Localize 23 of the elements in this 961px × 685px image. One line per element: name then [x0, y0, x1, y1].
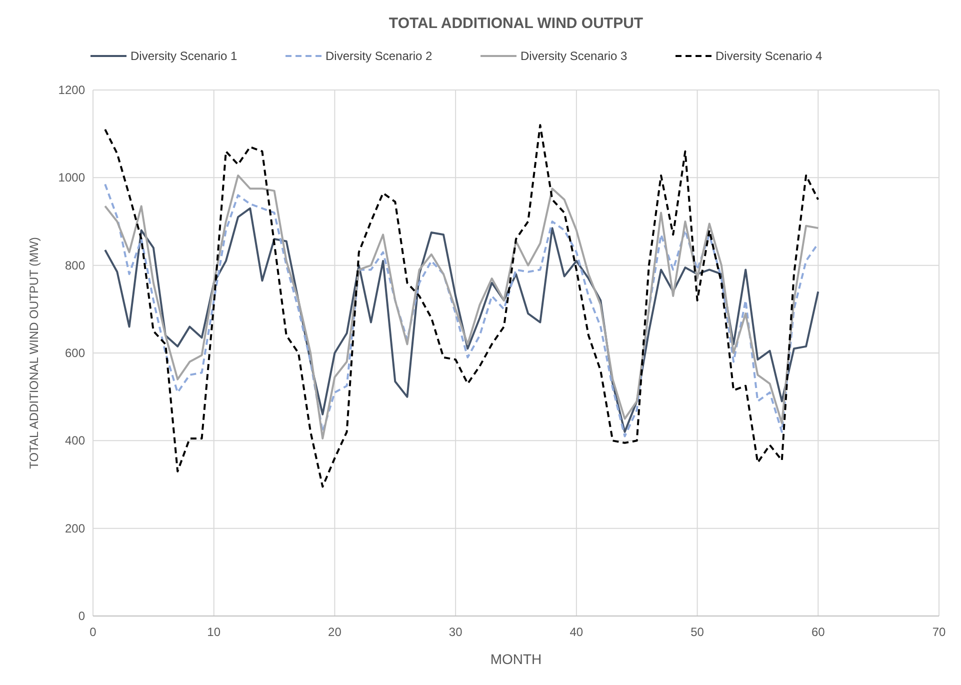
y-tick-label: 400 — [64, 434, 86, 448]
line-series — [104, 124, 820, 488]
legend-label: Diversity Scenario 2 — [326, 49, 433, 63]
x-tick-label: 0 — [90, 625, 97, 639]
legend-label: Diversity Scenario 1 — [130, 49, 238, 63]
legend-label: Diversity Scenario 3 — [520, 49, 628, 63]
x-tick-label: 70 — [932, 625, 946, 639]
y-tick-label: 1000 — [58, 170, 86, 185]
chart-title: TOTAL ADDITIONAL WIND OUTPUT — [388, 15, 644, 32]
x-tick-label: 40 — [570, 625, 584, 639]
y-tick-label: 800 — [64, 258, 86, 272]
x-tick-label: 10 — [207, 625, 221, 639]
x-tick-label: 30 — [448, 625, 463, 639]
y-tick-label: 1200 — [58, 83, 86, 97]
legend-label: Diversity Scenario 4 — [716, 49, 823, 63]
y-tick-label: 200 — [64, 521, 86, 536]
x-tick-label: 50 — [690, 625, 704, 639]
x-axis-title: MONTH — [490, 651, 542, 667]
x-tick-label: 60 — [811, 625, 826, 639]
y-axis-title: TOTAL ADDITIONAL WIND OUTPUT (MW) — [27, 237, 41, 469]
y-tick-label: 600 — [64, 346, 86, 360]
y-tick-label: 0 — [78, 609, 86, 623]
x-tick-label: 20 — [328, 625, 342, 639]
